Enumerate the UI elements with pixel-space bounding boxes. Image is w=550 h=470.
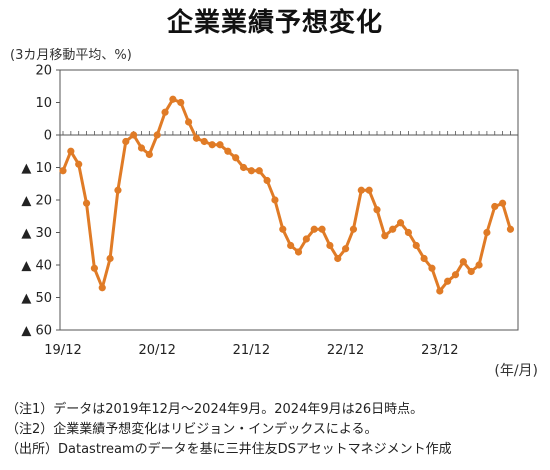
x-tick-label: 19/12	[44, 343, 81, 358]
data-point	[318, 225, 326, 233]
data-point	[169, 95, 177, 103]
chart-title: 企業業績予想変化	[166, 8, 383, 38]
y-tick-label: 0	[44, 129, 52, 144]
footnote-2: （注2）企業業績予想変化はリビジョン・インデックスによる。	[6, 422, 378, 437]
data-point	[491, 202, 499, 211]
data-point	[75, 160, 83, 168]
y-tick-label: 10	[35, 96, 52, 111]
data-point	[271, 196, 279, 204]
x-tick-label: 21/12	[233, 343, 270, 358]
data-point	[153, 131, 161, 139]
data-point	[373, 206, 381, 214]
footnotes: （注1）データは2019年12月～2024年9月。2024年9月は26日時点。 …	[6, 400, 452, 460]
y-tick-label: ▲ 40	[21, 259, 52, 274]
data-point	[130, 131, 138, 139]
data-point	[396, 219, 405, 227]
data-point	[342, 245, 350, 253]
data-point	[459, 258, 467, 266]
data-point	[310, 225, 318, 233]
data-point	[404, 228, 412, 237]
data-point	[106, 254, 114, 263]
data-point	[349, 225, 358, 233]
data-point	[67, 147, 75, 155]
x-tick-label: 23/12	[421, 343, 458, 358]
y-tick-label: ▲ 30	[21, 226, 52, 241]
data-point	[247, 167, 255, 175]
data-point	[389, 225, 397, 233]
x-tick-label: 22/12	[327, 343, 364, 358]
y-axis-ticks: 20 10 0 ▲ 10 ▲ 20 ▲ 30 ▲ 40 ▲ 50 ▲ 60	[21, 64, 60, 339]
data-point	[192, 134, 201, 142]
y-axis-unit-label: (3カ月移動平均、%)	[10, 48, 132, 63]
data-point	[279, 225, 287, 233]
data-point	[412, 241, 420, 250]
data-point	[365, 186, 373, 194]
data-point	[334, 254, 342, 263]
data-point	[475, 261, 483, 269]
data-point	[137, 144, 146, 152]
series-line	[61, 97, 512, 293]
y-tick-label: 20	[35, 64, 52, 79]
data-point	[451, 271, 460, 279]
data-point	[467, 267, 475, 276]
data-point	[200, 137, 208, 146]
data-point	[506, 225, 515, 233]
data-point	[428, 264, 436, 272]
data-point	[82, 199, 91, 207]
data-point	[263, 176, 271, 185]
data-point	[381, 232, 389, 240]
x-axis-unit-label: (年/月)	[494, 363, 538, 379]
data-point	[232, 154, 240, 162]
data-point	[208, 141, 216, 149]
plot-frame	[59, 69, 519, 331]
y-tick-label: ▲ 20	[21, 194, 52, 209]
footnote-1: （注1）データは2019年12月～2024年9月。2024年9月は26日時点。	[6, 402, 424, 417]
data-point	[287, 241, 295, 250]
data-series	[59, 95, 515, 295]
data-point	[185, 118, 193, 126]
data-point	[420, 254, 428, 263]
data-point	[145, 150, 153, 159]
data-point	[357, 186, 365, 194]
chart-axes	[59, 69, 519, 331]
data-point	[294, 248, 303, 256]
data-point	[114, 186, 122, 194]
x-tick-label: 20/12	[138, 343, 175, 358]
x-axis-ticks: 19/12 20/12 21/12 22/12 23/12	[44, 343, 458, 358]
data-point	[224, 147, 232, 155]
data-point	[177, 98, 185, 107]
data-point	[436, 287, 444, 295]
y-tick-label: ▲ 50	[21, 291, 52, 306]
data-point	[499, 199, 507, 207]
data-point	[161, 108, 169, 116]
data-point	[483, 228, 491, 237]
data-point	[239, 163, 248, 172]
data-point	[326, 241, 334, 250]
data-point	[302, 235, 310, 243]
data-point	[98, 284, 106, 292]
data-point	[444, 277, 452, 285]
data-point	[255, 167, 263, 175]
data-point	[122, 137, 130, 146]
data-point	[216, 141, 224, 149]
data-point	[59, 167, 67, 175]
footnote-source: （出所）Datastreamのデータを基に三井住友DSアセットマネジメント作成	[6, 442, 452, 457]
data-point	[90, 264, 98, 272]
y-tick-label: ▲ 10	[21, 161, 52, 176]
y-tick-label: ▲ 60	[21, 324, 52, 339]
